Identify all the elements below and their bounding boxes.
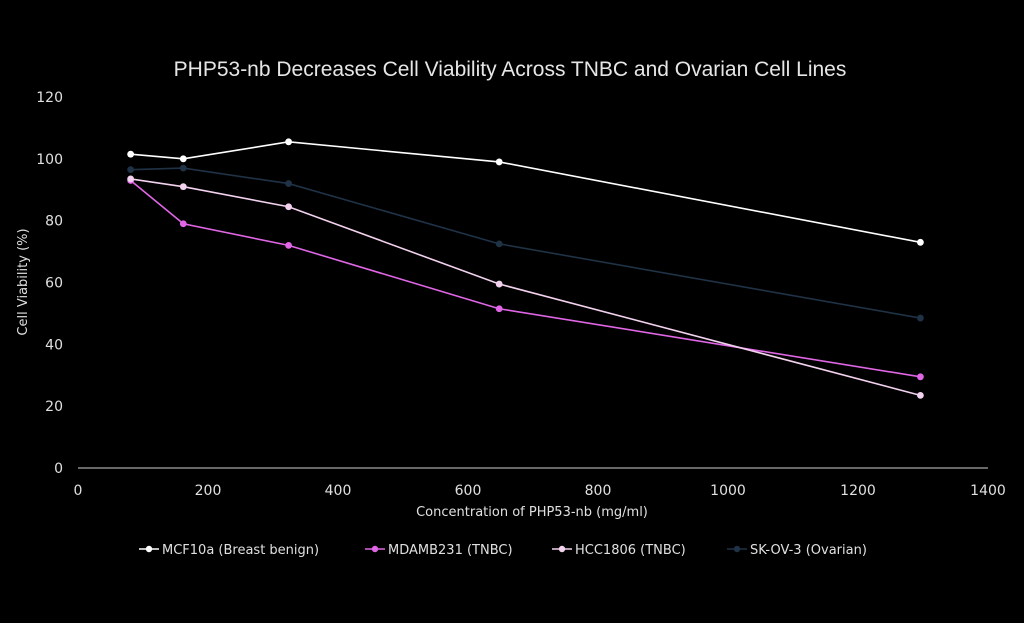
data-point bbox=[917, 238, 924, 246]
legend-marker bbox=[371, 545, 379, 553]
series-line bbox=[130, 178, 921, 397]
x-tick-label: 1200 bbox=[840, 483, 876, 499]
y-tick-label: 40 bbox=[45, 337, 63, 353]
data-point bbox=[179, 164, 187, 172]
data-point bbox=[917, 314, 924, 322]
data-point bbox=[917, 391, 924, 399]
data-point bbox=[495, 240, 503, 248]
series-line bbox=[130, 167, 921, 319]
data-point bbox=[917, 373, 924, 381]
data-point bbox=[127, 175, 135, 183]
series-line bbox=[130, 141, 921, 244]
data-point bbox=[285, 203, 292, 211]
data-point bbox=[285, 138, 292, 146]
data-point bbox=[285, 180, 292, 187]
legend-marker bbox=[733, 545, 741, 553]
legend-label: MDAMB231 (TNBC) bbox=[388, 543, 513, 558]
legend-label: HCC1806 (TNBC) bbox=[575, 543, 686, 558]
chart-title: PHP53-nb Decreases Cell Viability Across… bbox=[174, 58, 847, 81]
data-point bbox=[127, 166, 135, 174]
series-line bbox=[130, 179, 921, 378]
legend-label: SK-OV-3 (Ovarian) bbox=[750, 543, 867, 558]
x-tick-label: 0 bbox=[74, 483, 83, 499]
data-point bbox=[285, 242, 292, 249]
data-point bbox=[179, 183, 187, 191]
data-point bbox=[495, 158, 503, 166]
data-point bbox=[127, 150, 135, 158]
y-tick-label: 80 bbox=[45, 214, 63, 230]
data-point bbox=[179, 220, 187, 228]
y-tick-label: 20 bbox=[45, 399, 63, 415]
x-tick-label: 600 bbox=[455, 483, 482, 499]
data-point bbox=[495, 305, 503, 313]
x-tick-label: 1000 bbox=[710, 483, 746, 499]
data-point bbox=[495, 280, 503, 288]
data-point bbox=[179, 155, 187, 163]
x-tick-label: 1400 bbox=[970, 483, 1006, 499]
legend-label: MCF10a (Breast benign) bbox=[162, 543, 319, 558]
series-lines bbox=[130, 141, 921, 397]
x-axis-label: Concentration of PHP53-nb (mg/ml) bbox=[416, 505, 648, 520]
y-tick-label: 0 bbox=[54, 461, 63, 477]
legend: MCF10a (Breast benign) MDAMB231 (TNBC) HCC… bbox=[139, 543, 867, 558]
legend-marker bbox=[145, 545, 153, 553]
x-tick-label: 800 bbox=[585, 483, 612, 499]
x-tick-label: 200 bbox=[195, 483, 222, 499]
x-tick-labels: 0 200 400 600 800 1000 1200 1400 bbox=[74, 483, 1006, 499]
series-points bbox=[127, 138, 924, 399]
x-tick-label: 400 bbox=[325, 483, 352, 499]
y-tick-labels: 0 20 40 60 80 100 120 bbox=[36, 90, 63, 477]
y-axis-label: Cell Viability (%) bbox=[16, 228, 31, 335]
legend-marker bbox=[558, 545, 566, 553]
y-tick-label: 100 bbox=[36, 152, 63, 168]
y-tick-label: 120 bbox=[36, 90, 63, 106]
y-tick-label: 60 bbox=[45, 276, 63, 292]
